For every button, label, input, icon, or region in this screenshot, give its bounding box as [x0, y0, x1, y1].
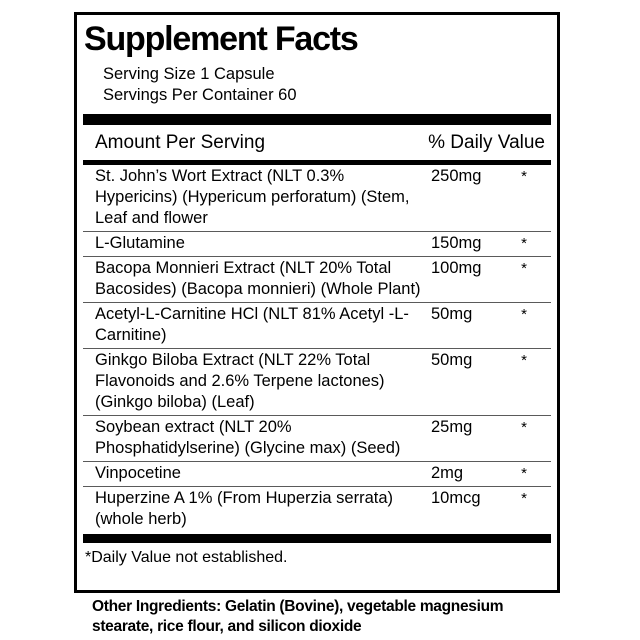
panel-title: Supplement Facts — [84, 20, 359, 58]
ingredient-dv: * — [521, 465, 527, 482]
ingredient-dv: * — [521, 306, 527, 323]
ingredient-row: St. John’s Wort Extract (NLT 0.3% Hyperi… — [83, 165, 551, 231]
ingredient-row: Ginkgo Biloba Extract (NLT 22% Total Fla… — [83, 348, 551, 415]
ingredient-name: Vinpocetine — [95, 464, 181, 482]
ingredient-dv: * — [521, 419, 527, 436]
ingredient-row: Acetyl-L-Carnitine HCl (NLT 81% Acetyl -… — [83, 302, 551, 348]
ingredient-dv: * — [521, 490, 527, 507]
ingredient-name: L-Glutamine — [95, 234, 185, 252]
divider-bar-thick-bottom — [83, 534, 551, 543]
daily-value-header: % Daily Value — [428, 132, 545, 153]
ingredient-amount: 150mg — [431, 234, 482, 252]
ingredient-amount: 10mcg — [431, 489, 481, 507]
other-ingredients: Other Ingredients: Gelatin (Bovine), veg… — [92, 598, 504, 635]
ingredient-row: Huperzine A 1% (From Huperzia serrata) (… — [83, 486, 551, 532]
ingredient-name: Ginkgo Biloba Extract (NLT 22% Total Fla… — [95, 351, 385, 411]
ingredient-amount: 50mg — [431, 351, 473, 369]
ingredient-dv: * — [521, 260, 527, 277]
ingredient-dv: * — [521, 168, 527, 185]
amount-per-serving-header: Amount Per Serving — [95, 132, 266, 153]
ingredient-dv: * — [521, 235, 527, 252]
ingredient-row: Soybean extract (NLT 20% Phosphatidylser… — [83, 415, 551, 461]
divider-bar-medium — [83, 160, 551, 165]
ingredient-amount: 50mg — [431, 305, 473, 323]
ingredient-name: Bacopa Monnieri Extract (NLT 20% Total B… — [95, 259, 421, 298]
ingredient-row: Bacopa Monnieri Extract (NLT 20% Total B… — [83, 256, 551, 302]
ingredient-row: L-Glutamine 150mg * — [83, 231, 551, 256]
daily-value-footnote: *Daily Value not established. — [85, 549, 288, 566]
supplement-facts-panel: Supplement Facts Serving Size 1 Capsule … — [74, 12, 560, 593]
ingredient-amount: 2mg — [431, 464, 464, 482]
ingredient-name: St. John’s Wort Extract (NLT 0.3% Hyperi… — [95, 167, 410, 227]
ingredient-amount: 250mg — [431, 167, 482, 185]
column-header-row: Amount Per Serving % Daily Value — [83, 125, 551, 160]
servings-per-container: Servings Per Container 60 — [103, 86, 297, 104]
ingredient-amount: 25mg — [431, 418, 473, 436]
ingredient-name: Acetyl-L-Carnitine HCl (NLT 81% Acetyl -… — [95, 305, 409, 344]
ingredient-amount: 100mg — [431, 259, 482, 277]
ingredient-dv: * — [521, 352, 527, 369]
ingredient-rows: St. John’s Wort Extract (NLT 0.3% Hyperi… — [83, 165, 551, 532]
serving-size: Serving Size 1 Capsule — [103, 65, 275, 83]
ingredient-name: Soybean extract (NLT 20% Phosphatidylser… — [95, 418, 401, 457]
divider-bar-thick-top — [83, 114, 551, 125]
ingredient-row: Vinpocetine 2mg * — [83, 461, 551, 486]
ingredient-name: Huperzine A 1% (From Huperzia serrata) (… — [95, 489, 394, 528]
